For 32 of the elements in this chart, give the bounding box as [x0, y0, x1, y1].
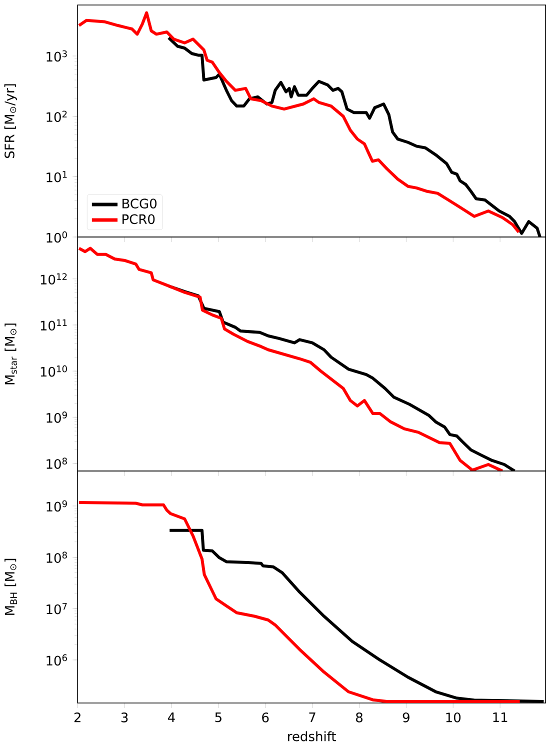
y-tick-label: 10$^{6}$ [46, 654, 68, 666]
x-tick-label: 6 [262, 712, 269, 722]
x-tick-label: 8 [356, 712, 363, 722]
y-axis-title: M$_{BH}$ [M$_{⊙}$] [4, 558, 18, 615]
y-tick-label: 10$^{10}$ [41, 365, 68, 377]
x-tick-label: 4 [168, 712, 176, 722]
x-axis-title: redshift [288, 731, 336, 742]
y-tick-label: 10$^{7}$ [46, 603, 67, 614]
x-tick-label: 11 [493, 712, 508, 722]
x-tick-label: 10 [446, 712, 461, 722]
y-tick-label: 10$^{3}$ [46, 50, 68, 62]
y-tick-label: 10$^{0}$ [46, 231, 68, 243]
y-tick-label: 10$^{9}$ [46, 500, 68, 512]
y-tick-label: 10$^{12}$ [41, 273, 67, 285]
line-series [78, 500, 522, 703]
x-tick-label: 3 [122, 712, 128, 722]
y-tick-label: 10$^{9}$ [46, 412, 68, 423]
legend-label: PCR0 [122, 214, 155, 224]
legend-label: BCG0 [122, 198, 157, 208]
line-series [78, 246, 504, 471]
y-tick-label: 10$^{8}$ [46, 458, 68, 469]
x-tick-label: 7 [309, 712, 316, 722]
y-tick-label: 10$^{2}$ [46, 110, 67, 122]
y-tick-label: 10$^{11}$ [41, 319, 67, 331]
line-series [78, 11, 521, 234]
y-tick-label: 10$^{1}$ [46, 171, 67, 182]
x-tick-label: 2 [74, 712, 81, 722]
x-tick-label: 9 [403, 712, 410, 722]
x-tick-label: 5 [215, 712, 222, 722]
y-axis-title: SFR [M$_{⊙}$/yr] [4, 84, 18, 158]
y-tick-label: 10$^{8}$ [46, 552, 68, 563]
y-axis-title: M$_{star}$ [M$_{⊙}$] [4, 324, 18, 384]
